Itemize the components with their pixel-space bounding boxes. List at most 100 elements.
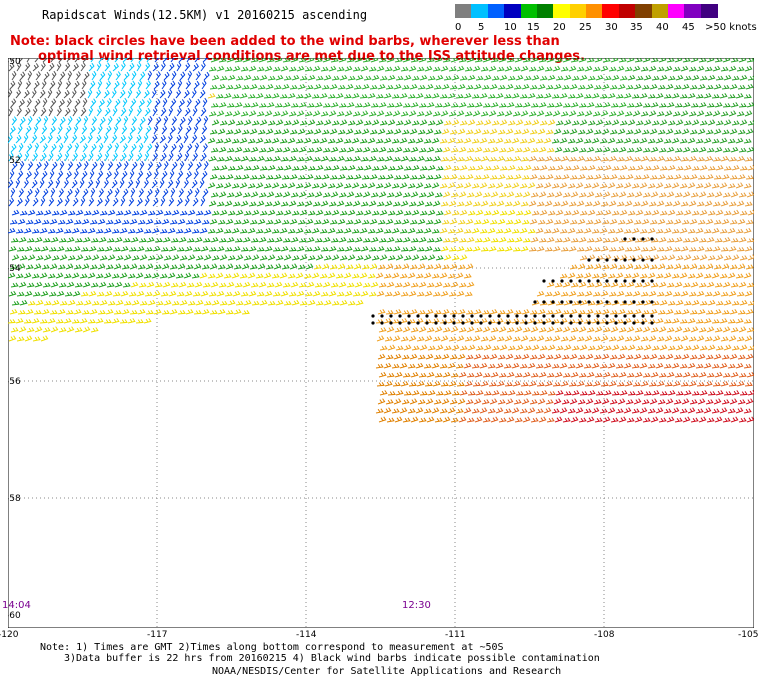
wind-barb — [599, 138, 608, 144]
wind-barb — [737, 129, 746, 135]
wind-barb — [675, 74, 684, 81]
black-circle — [587, 321, 591, 325]
wind-barb — [378, 416, 387, 423]
wind-barb — [703, 407, 712, 414]
wind-barb — [577, 354, 586, 360]
wind-barb — [433, 310, 442, 315]
wind-barb — [648, 335, 657, 342]
wind-barb — [187, 161, 194, 171]
wind-barb — [40, 62, 46, 72]
wind-barb — [519, 183, 528, 189]
wind-barb — [160, 196, 166, 207]
wind-barb — [488, 335, 497, 342]
legend-swatch — [700, 4, 718, 18]
wind-barb — [547, 391, 556, 396]
wind-barb — [555, 120, 564, 126]
wind-barb — [449, 263, 458, 270]
wind-barb — [97, 263, 106, 270]
wind-barb — [410, 238, 419, 243]
wind-barb — [608, 247, 617, 252]
wind-barb — [504, 156, 513, 162]
wind-barb — [79, 228, 88, 234]
wind-barb — [578, 237, 587, 243]
wind-barb — [655, 407, 664, 414]
wind-barb — [567, 272, 576, 279]
legend-swatch — [471, 4, 489, 18]
wind-barb — [9, 264, 18, 270]
wind-barb — [175, 273, 184, 279]
wind-barb — [449, 310, 458, 315]
wind-barb — [633, 353, 642, 360]
wind-barb — [472, 335, 481, 342]
wind-barb — [143, 90, 150, 99]
wind-barb — [416, 66, 425, 72]
wind-barb — [176, 152, 183, 162]
wind-barb — [435, 74, 444, 81]
wind-barb — [95, 134, 102, 144]
wind-barb — [65, 125, 72, 135]
wind-barb — [679, 319, 688, 324]
wind-barb — [183, 179, 189, 189]
wind-barb — [515, 119, 524, 126]
wind-barb — [224, 200, 233, 207]
wind-barb — [251, 254, 260, 261]
wind-barb — [739, 299, 748, 306]
wind-barb — [528, 66, 537, 72]
wind-barb — [424, 290, 433, 297]
wind-barb — [185, 171, 192, 180]
wind-barb — [706, 192, 715, 198]
wind-barb — [312, 65, 321, 72]
black-circle — [605, 300, 609, 304]
wind-barb — [427, 209, 436, 216]
wind-barb — [736, 336, 745, 342]
wind-barb — [417, 129, 426, 135]
wind-barb — [659, 119, 668, 126]
wind-barb — [98, 99, 105, 108]
wind-barb — [688, 200, 697, 207]
wind-barb — [431, 182, 440, 189]
wind-barb — [346, 58, 355, 63]
wind-barb — [714, 371, 723, 378]
wind-barb — [97, 310, 106, 315]
wind-barb — [105, 219, 114, 225]
wind-barb — [544, 336, 553, 342]
wind-barb — [384, 381, 393, 387]
wind-barb — [122, 282, 131, 288]
wind-barb — [601, 83, 610, 90]
wind-barb — [195, 210, 204, 216]
wind-barb — [475, 120, 484, 126]
wind-barb — [362, 282, 371, 288]
wind-barb — [360, 110, 369, 117]
wind-barb — [618, 58, 627, 63]
wind-barb — [135, 272, 144, 279]
wind-barb — [266, 238, 275, 243]
wind-barb — [299, 120, 308, 126]
wind-barb — [377, 264, 386, 270]
wind-barb — [329, 83, 338, 90]
wind-barb — [554, 191, 563, 198]
wind-barb — [475, 390, 484, 396]
wind-barb — [291, 166, 300, 171]
wind-barb — [209, 129, 218, 135]
wind-barb — [536, 110, 545, 117]
map-frame — [8, 58, 754, 628]
wind-barb — [242, 237, 251, 243]
wind-barb — [202, 143, 208, 153]
wind-barb — [232, 290, 241, 297]
wind-barb — [275, 255, 284, 261]
wind-barb — [431, 273, 440, 279]
wind-barb — [71, 272, 80, 279]
wind-barb — [505, 219, 514, 225]
legend-label: 10 — [504, 22, 517, 33]
wind-barb — [634, 371, 643, 378]
wind-barb — [695, 408, 704, 414]
wind-barb — [139, 160, 145, 171]
wind-barb — [223, 228, 232, 234]
wind-barb — [138, 238, 147, 243]
footer-credit: NOAA/NESDIS/Center for Satellite Applica… — [212, 666, 562, 677]
black-circle — [641, 279, 645, 283]
wind-barb — [161, 170, 168, 180]
wind-barb — [266, 146, 275, 153]
wind-barb — [603, 209, 612, 216]
wind-barb — [650, 327, 659, 333]
